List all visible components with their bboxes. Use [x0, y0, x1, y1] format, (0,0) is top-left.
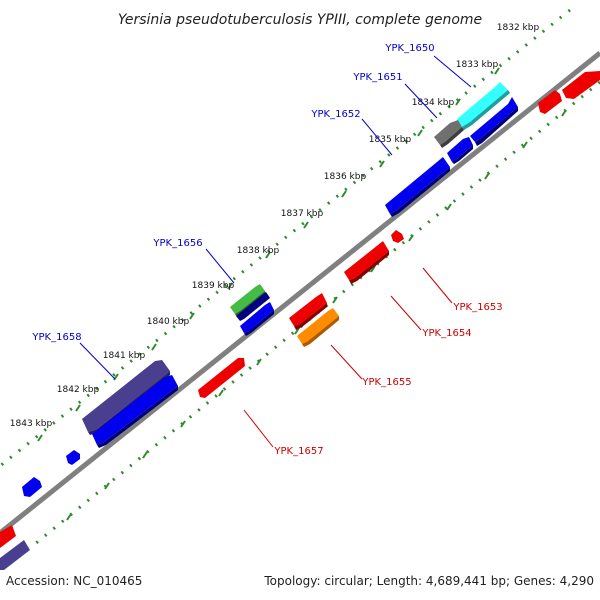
- tick-label-1836: 1836 kbp: [324, 172, 367, 182]
- tick-label-1838: 1838 kbp: [237, 246, 280, 256]
- topology-summary: Topology: circular; Length: 4,689,441 bp…: [263, 574, 594, 588]
- gene-label-ypk-1658[interactable]: YPK_1658: [31, 332, 81, 343]
- tick-label-1833: 1833 kbp: [456, 60, 499, 70]
- tick-label-1837: 1837 kbp: [281, 209, 324, 219]
- tick-label-1842: 1842 kbp: [57, 385, 100, 395]
- gene-ypk-1657[interactable]: [198, 358, 245, 398]
- gene-label-ypk-1653[interactable]: YPK_1653: [452, 302, 502, 313]
- gene-label-ypk-1650[interactable]: YPK_1650: [384, 43, 434, 54]
- gene-label-ypk-1655[interactable]: YPK_1655: [361, 377, 411, 388]
- gene-ypk-1656-alt[interactable]: [236, 292, 270, 321]
- gene-label-ypk-1656[interactable]: YPK_1656: [152, 238, 202, 249]
- gene-ypk-1656-cds[interactable]: [240, 302, 274, 333]
- gene-edge-red-1[interactable]: [538, 90, 562, 114]
- gene-label-ypk-1651[interactable]: YPK_1651: [352, 72, 402, 83]
- lower-major-ticks: [66, 109, 567, 521]
- tick-labels: 1832 kbp 1833 kbp 1834 kbp 1835 kbp 1836…: [10, 23, 540, 429]
- tick-label-1835: 1835 kbp: [369, 135, 412, 145]
- gene-label-ypk-1652[interactable]: YPK_1652: [310, 109, 360, 120]
- gene-label-ypk-1654[interactable]: YPK_1654: [421, 328, 471, 339]
- gene-small-blue-1[interactable]: [22, 477, 42, 497]
- gene-edge-red[interactable]: [0, 525, 16, 548]
- gene-ypk-1658-cds[interactable]: [92, 375, 178, 445]
- gene-ypk-1651-cds[interactable]: [447, 137, 473, 162]
- gene-small-blue-2[interactable]: [66, 450, 80, 465]
- tick-label-1841: 1841 kbp: [103, 351, 146, 361]
- gene-ypk-1652[interactable]: [385, 157, 450, 214]
- top-leader-lines: [79, 55, 472, 380]
- gene-ypk-1655-alt[interactable]: [297, 308, 339, 344]
- gene-ypk-1650-cds[interactable]: [470, 97, 518, 142]
- genome-backbone: [0, 51, 600, 535]
- upper-tick-track: [0, 8, 571, 468]
- gene-edge-red-2[interactable]: [562, 71, 600, 99]
- gene-ypk-1656[interactable]: [230, 284, 265, 314]
- gene-ypk-1654[interactable]: [344, 241, 389, 280]
- map-title: Yersinia pseudotuberculosis YPIII, compl…: [118, 12, 482, 28]
- lower-tick-track: [29, 80, 600, 550]
- gene-ypk-1651[interactable]: [434, 120, 462, 145]
- gene-ypk-1655[interactable]: [289, 293, 327, 326]
- tick-label-1840: 1840 kbp: [147, 317, 190, 327]
- tick-label-1832: 1832 kbp: [497, 23, 540, 33]
- tick-label-1834: 1834 kbp: [412, 98, 455, 108]
- gene-ypk-1650[interactable]: [457, 82, 508, 127]
- accession-text: Accession: NC_010465: [6, 574, 142, 588]
- gene-label-ypk-1657[interactable]: YPK_1657: [273, 446, 323, 457]
- gene-edge-purple[interactable]: [0, 540, 30, 570]
- tick-label-1839: 1839 kbp: [192, 281, 235, 291]
- bottom-leader-lines: [243, 267, 453, 448]
- tick-label-1843: 1843 kbp: [10, 419, 53, 429]
- gene-ypk-1658[interactable]: [82, 360, 170, 432]
- gene-ypk-1653[interactable]: [391, 230, 404, 243]
